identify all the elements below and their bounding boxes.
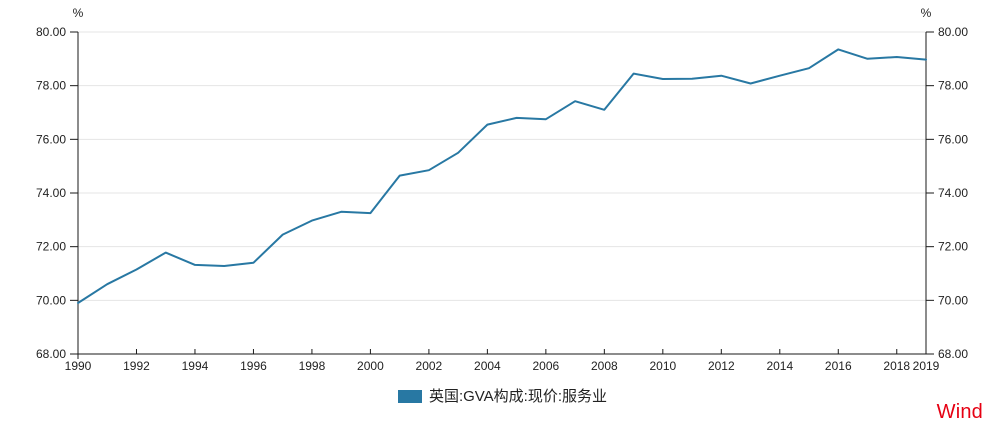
x-axis-tick-label: 1994 <box>182 359 209 373</box>
right-axis-tick-label: 70.00 <box>938 293 968 307</box>
left-axis-tick-label: 76.00 <box>36 132 66 146</box>
x-axis-tick-label: 1992 <box>123 359 150 373</box>
x-axis-tick-label: 2002 <box>416 359 443 373</box>
left-axis-tick-label: 70.00 <box>36 293 66 307</box>
right-axis-tick-label: 68.00 <box>938 347 968 361</box>
x-axis-tick-label: 1990 <box>65 359 92 373</box>
x-axis-tick-label: 2012 <box>708 359 735 373</box>
left-axis-tick-label: 72.00 <box>36 240 66 254</box>
right-axis-tick-label: 72.00 <box>938 240 968 254</box>
right-axis-tick-label: 78.00 <box>938 79 968 93</box>
right-axis-tick-label: 80.00 <box>938 25 968 39</box>
series-line <box>77 48 927 304</box>
legend[interactable]: 英国:GVA构成:现价:服务业 <box>0 388 1005 405</box>
left-axis-tick-label: 80.00 <box>36 25 66 39</box>
left-axis-tick-label: 68.00 <box>36 347 66 361</box>
right-axis-tick-label: 74.00 <box>938 186 968 200</box>
x-axis-tick-label: 2004 <box>474 359 501 373</box>
legend-label: 英国:GVA构成:现价:服务业 <box>428 388 608 405</box>
wind-logo: Wind <box>936 401 983 423</box>
legend-swatch <box>397 390 422 403</box>
x-axis-tick-label: 2008 <box>591 359 618 373</box>
x-axis-tick-label: 2006 <box>533 359 560 373</box>
right-axis-tick-label: 76.00 <box>938 132 968 146</box>
line-chart: 68.00 68.00 70.00 70.00 72.00 72.00 74.00 74.00… <box>36 6 968 373</box>
x-axis-tick-label: 2000 <box>357 359 384 373</box>
left-axis-unit-label: % <box>73 6 84 20</box>
x-axis-tick-label: 2018 <box>883 359 910 373</box>
left-axis-tick-label: 74.00 <box>36 186 66 200</box>
right-axis-unit-label: % <box>921 6 932 20</box>
x-axis-tick-label: 2019 <box>913 359 940 373</box>
left-axis-tick-label: 78.00 <box>36 79 66 93</box>
x-axis-tick-label: 2014 <box>766 359 793 373</box>
x-axis-tick-label: 1998 <box>299 359 326 373</box>
x-axis-tick-label: 2016 <box>825 359 852 373</box>
x-axis-tick-label: 2010 <box>649 359 676 373</box>
x-axis-tick-label: 1996 <box>240 359 267 373</box>
